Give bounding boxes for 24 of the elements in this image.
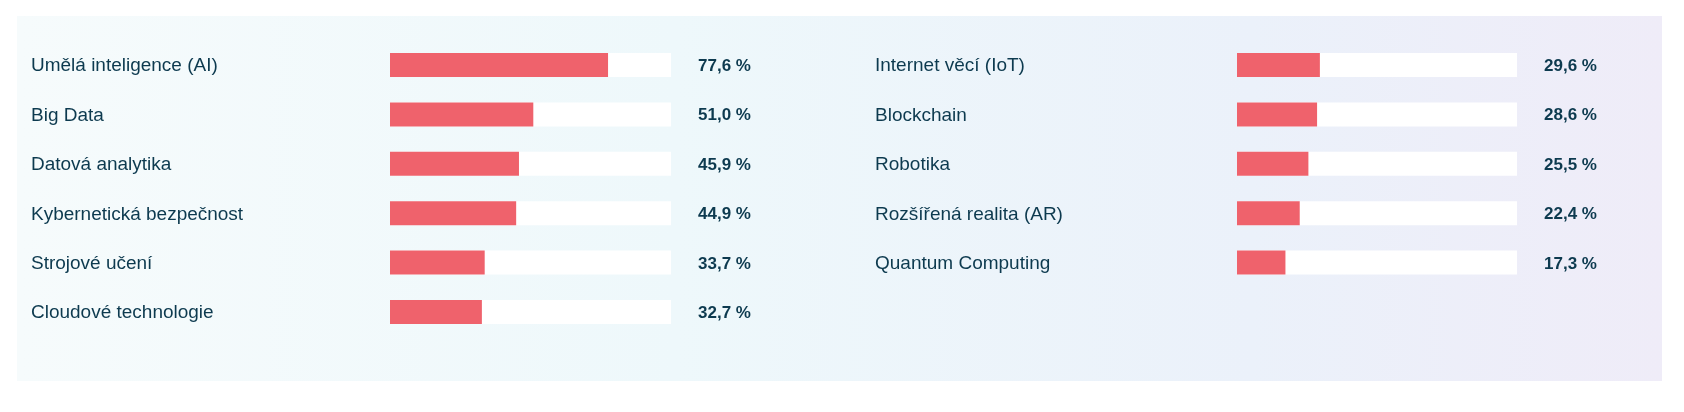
- data-label: 25,5 %: [1544, 154, 1597, 174]
- y-tick-label: Internet věcí (IoT): [875, 54, 1025, 76]
- y-tick-label: Blockchain: [875, 103, 967, 125]
- y-tick-label: Robotika: [875, 153, 951, 175]
- bar: [1237, 250, 1286, 275]
- y-tick-label: Datová analytika: [31, 153, 172, 175]
- data-label: 44,9 %: [698, 204, 751, 224]
- data-label: 29,6 %: [1544, 55, 1597, 75]
- y-tick-label: Rozšířená realita (AR): [875, 202, 1063, 224]
- bar: [1237, 201, 1300, 226]
- y-tick-label: Quantum Computing: [875, 251, 1051, 273]
- data-label: 77,6 %: [698, 55, 751, 75]
- data-label: 32,7 %: [698, 302, 751, 322]
- y-tick-label: Big Data: [31, 103, 105, 125]
- data-label: 22,4 %: [1544, 204, 1597, 224]
- y-tick-label: Cloudové technologie: [31, 301, 214, 323]
- data-label: 28,6 %: [1544, 105, 1597, 125]
- data-label: 33,7 %: [698, 253, 751, 273]
- data-label: 45,9 %: [698, 154, 751, 174]
- data-label: 51,0 %: [698, 105, 751, 125]
- y-tick-label: Strojové učení: [31, 251, 154, 273]
- y-tick-label: Umělá inteligence (AI): [31, 54, 218, 76]
- data-label: 17,3 %: [1544, 253, 1597, 273]
- y-tick-label: Kybernetická bezpečnost: [31, 202, 244, 224]
